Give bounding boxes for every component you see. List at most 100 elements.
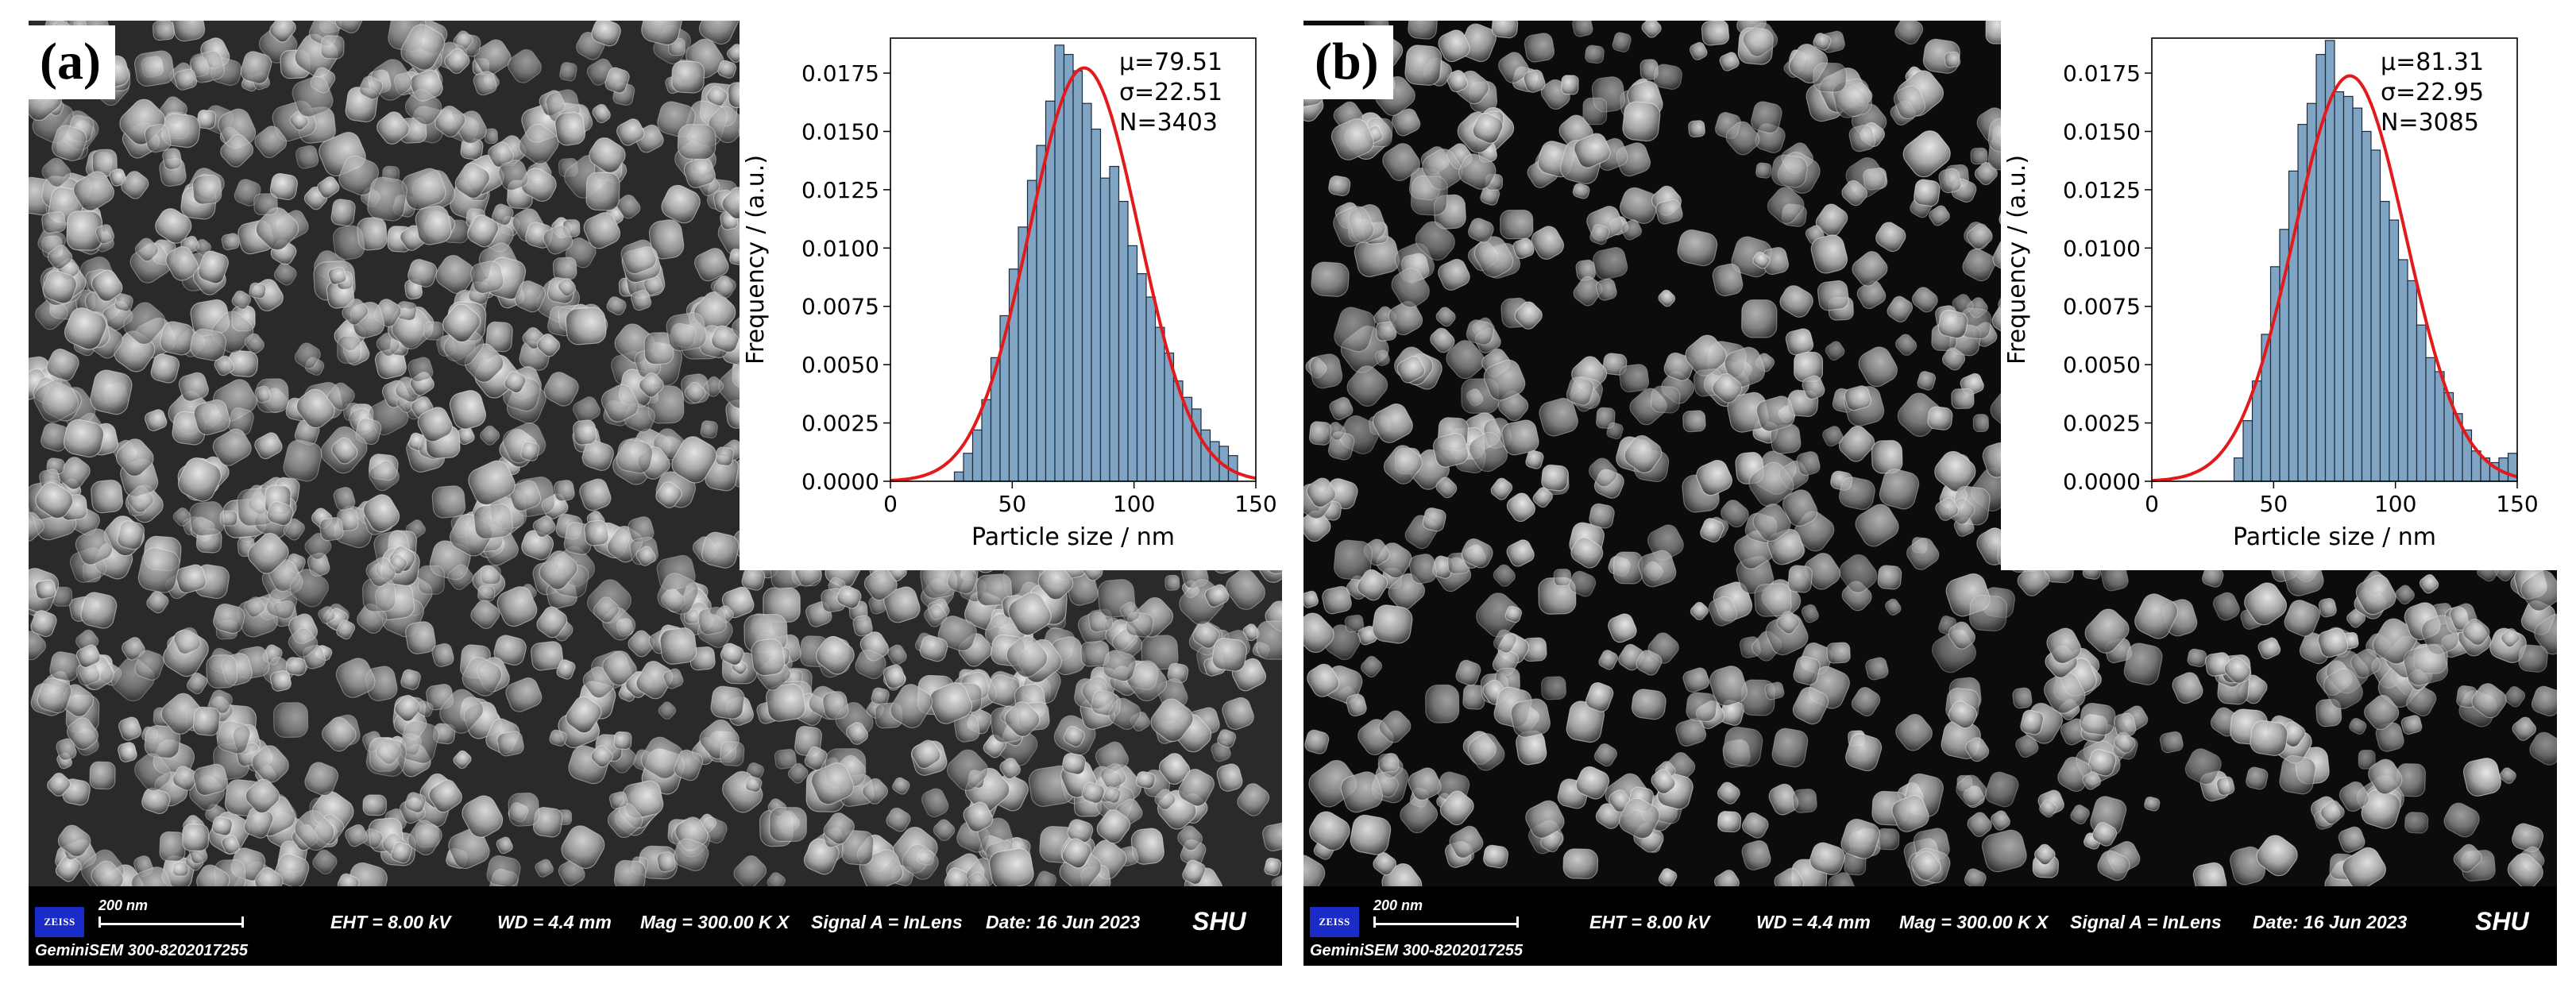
nanoparticle xyxy=(1262,822,1282,851)
nanoparticle xyxy=(312,849,338,874)
nanoparticle xyxy=(706,86,728,107)
nanoparticle xyxy=(1119,601,1141,623)
nanoparticle xyxy=(656,851,676,873)
nanoparticle xyxy=(1108,697,1141,730)
nanoparticle xyxy=(999,758,1021,780)
nanoparticle xyxy=(400,24,446,71)
nanoparticle xyxy=(554,111,586,146)
nanoparticle xyxy=(1887,295,1914,322)
nanoparticle xyxy=(767,872,786,886)
nanoparticle xyxy=(902,843,939,880)
nanoparticle xyxy=(333,486,356,511)
nanoparticle xyxy=(2123,642,2163,685)
nanoparticle xyxy=(658,701,677,720)
nanoparticle xyxy=(2342,847,2386,886)
nanoparticle xyxy=(514,280,546,313)
nanoparticle xyxy=(1391,268,1430,308)
plot-frame xyxy=(2151,37,2518,482)
nanoparticle xyxy=(1373,852,1397,876)
gaussian-fit-line xyxy=(2151,74,2518,482)
nanoparticle xyxy=(134,237,159,262)
nanoparticle xyxy=(1741,299,1778,338)
nanoparticle xyxy=(473,71,497,96)
nanoparticle xyxy=(417,565,445,595)
nanoparticle xyxy=(862,778,889,805)
nanoparticle xyxy=(1653,64,1682,90)
nanoparticle xyxy=(1435,307,1456,327)
nanoparticle xyxy=(579,478,612,511)
nanoparticle xyxy=(407,357,434,383)
nanoparticle xyxy=(186,672,208,695)
nanoparticle xyxy=(1813,62,1847,93)
nanoparticle xyxy=(641,21,683,45)
nanoparticle xyxy=(2216,776,2235,796)
nanoparticle xyxy=(565,307,607,345)
nanoparticle xyxy=(508,792,540,827)
nanoparticle xyxy=(911,739,941,770)
nanoparticle xyxy=(1911,851,1941,881)
nanoparticle xyxy=(1408,554,1438,585)
nanoparticle xyxy=(1006,635,1049,678)
nanoparticle xyxy=(697,606,728,635)
nanoparticle xyxy=(146,590,169,614)
org-label: SHU xyxy=(1192,907,1246,936)
nanoparticle xyxy=(1311,261,1350,297)
nanoparticle xyxy=(1970,147,1988,165)
nanoparticle xyxy=(399,720,439,764)
nanoparticle xyxy=(1663,352,1694,381)
nanoparticle xyxy=(90,369,133,415)
nanoparticle xyxy=(75,644,101,668)
nanoparticle xyxy=(2419,573,2439,594)
nanoparticle xyxy=(269,670,292,692)
nanoparticle xyxy=(47,245,73,270)
nanoparticle xyxy=(1510,698,1551,738)
nanoparticle xyxy=(929,682,973,724)
nanoparticle xyxy=(613,859,647,886)
nanoparticle xyxy=(1877,565,1902,590)
histogram-bar xyxy=(1118,200,1129,482)
nanoparticle xyxy=(1894,21,1924,45)
nanoparticle xyxy=(887,644,907,666)
nanoparticle xyxy=(2395,585,2415,605)
nanoparticle xyxy=(2534,613,2557,655)
nanoparticle xyxy=(2404,812,2429,834)
nanoparticle xyxy=(1472,112,1504,144)
nanoparticle xyxy=(608,791,628,809)
histogram-bar xyxy=(2425,357,2436,482)
nanoparticle xyxy=(1468,431,1508,473)
nanoparticle xyxy=(175,564,207,594)
nanoparticle xyxy=(214,355,234,376)
nanoparticle xyxy=(220,133,254,168)
nanoparticle xyxy=(2518,644,2548,673)
histogram-bar xyxy=(2342,95,2354,482)
nanoparticle xyxy=(1810,234,1848,274)
nanoparticle xyxy=(254,866,284,886)
nanoparticle xyxy=(1764,681,1785,700)
nanoparticle xyxy=(1501,419,1539,456)
nanoparticle xyxy=(454,162,490,199)
nanoparticle xyxy=(407,259,438,287)
nanoparticle xyxy=(30,610,57,638)
nanoparticle xyxy=(2192,862,2227,886)
nanoparticle xyxy=(1333,206,1375,247)
nanoparticle xyxy=(613,731,632,751)
nanoparticle xyxy=(2223,657,2251,684)
histogram-inset: 0 50 100 150 0.0000 0.0025 0.0050 0.0075 0.0100 0… xyxy=(2001,21,2557,570)
nanoparticle xyxy=(1372,403,1413,443)
nanoparticle xyxy=(1717,781,1740,805)
nanoparticle xyxy=(1948,621,1975,650)
nanoparticle xyxy=(720,642,744,666)
nanoparticle xyxy=(1677,229,1718,267)
nanoparticle xyxy=(152,21,175,41)
nanoparticle xyxy=(1514,301,1543,330)
nanoparticle xyxy=(1211,637,1247,672)
nanoparticle xyxy=(699,21,740,45)
nanoparticle xyxy=(1725,121,1760,156)
nanoparticle xyxy=(327,266,347,285)
nanoparticle xyxy=(1008,592,1052,636)
nanoparticle xyxy=(507,48,542,83)
y-tick-label: 0.0050 xyxy=(2063,352,2141,378)
nanoparticle xyxy=(1346,365,1388,407)
y-tick-label: 0.0175 xyxy=(2063,60,2141,87)
nanoparticle xyxy=(122,636,145,661)
